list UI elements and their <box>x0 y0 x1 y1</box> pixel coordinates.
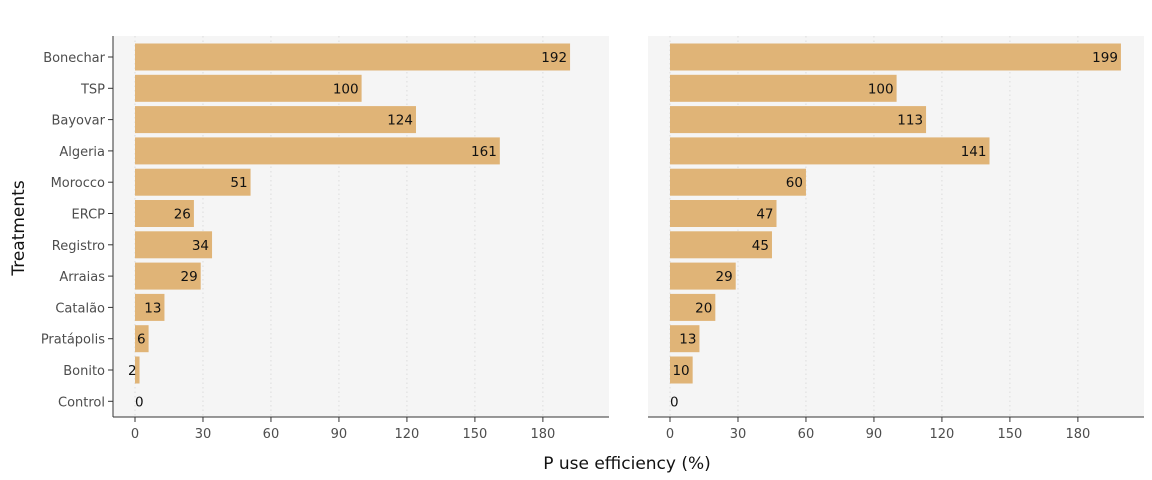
data-label: 161 <box>471 144 497 160</box>
data-label: 60 <box>786 175 803 191</box>
data-label: 0 <box>135 394 144 410</box>
x-tick-label: 30 <box>195 427 212 442</box>
x-tick-label: 120 <box>930 427 955 442</box>
x-axis-title: P use efficiency (%) <box>543 454 711 474</box>
y-tick-label: Algeria <box>59 145 105 160</box>
data-label: 26 <box>174 207 191 223</box>
bar <box>670 74 897 102</box>
bar <box>670 293 716 321</box>
data-label: 51 <box>230 175 247 191</box>
y-axis-title: Treatments <box>9 180 29 277</box>
x-tick-label: 0 <box>131 427 139 442</box>
bar <box>135 356 140 384</box>
bar <box>135 74 362 102</box>
bar <box>135 231 213 259</box>
data-label: 113 <box>897 113 923 129</box>
x-tick-label: 0 <box>666 427 674 442</box>
x-tick-label: 90 <box>866 427 883 442</box>
y-tick-label: Bonito <box>63 364 105 379</box>
y-tick-label: Control <box>58 395 105 410</box>
bar <box>670 168 806 196</box>
bar <box>670 231 772 259</box>
bar <box>135 168 251 196</box>
data-label: 29 <box>181 269 198 285</box>
bar <box>135 200 194 227</box>
bar <box>135 262 201 290</box>
bar <box>670 43 1121 71</box>
bar <box>670 137 990 165</box>
x-tick-label: 180 <box>530 427 555 442</box>
data-label: 100 <box>333 81 359 97</box>
data-label: 2 <box>128 363 137 379</box>
data-label: 45 <box>752 238 769 254</box>
bar <box>135 106 416 134</box>
bar <box>670 200 777 227</box>
x-tick-label: 150 <box>462 427 487 442</box>
bar <box>670 325 700 353</box>
x-tick-label: 180 <box>1065 427 1090 442</box>
bar <box>670 356 693 384</box>
data-label: 192 <box>541 50 567 66</box>
y-tick-label: TSP <box>80 82 105 97</box>
data-label: 47 <box>756 207 773 223</box>
data-label: 199 <box>1092 50 1118 66</box>
data-label: 6 <box>137 332 146 348</box>
data-label: 29 <box>716 269 733 285</box>
data-label: 13 <box>679 332 696 348</box>
x-tick-label: 90 <box>331 427 348 442</box>
x-tick-label: 60 <box>798 427 815 442</box>
x-tick-label: 150 <box>997 427 1022 442</box>
bar <box>670 106 927 134</box>
y-tick-label: Registro <box>52 239 105 254</box>
data-label: 100 <box>868 81 894 97</box>
x-tick-label: 120 <box>395 427 420 442</box>
y-tick-label: Catalão <box>55 301 105 316</box>
data-label: 20 <box>695 300 712 316</box>
data-label: 13 <box>144 300 161 316</box>
bar <box>135 137 500 165</box>
y-axis: Bonechar TSP Bayovar Algeria Morocco ERCP Regi… <box>41 36 114 417</box>
bar <box>135 325 149 353</box>
y-tick-label: Pratápolis <box>41 333 105 348</box>
data-label: 0 <box>670 394 679 410</box>
bar <box>670 262 736 290</box>
x-tick-label: 60 <box>263 427 280 442</box>
data-label: 141 <box>961 144 987 160</box>
bar <box>135 293 165 321</box>
x-tick-label: 30 <box>730 427 747 442</box>
data-label: 124 <box>387 113 413 129</box>
y-tick-label: Arraias <box>59 270 105 285</box>
y-tick-label: Bonechar <box>43 51 105 66</box>
y-tick-label: ERCP <box>71 208 105 223</box>
y-tick-label: Bayovar <box>51 114 105 129</box>
bar <box>135 43 571 71</box>
y-tick-label: Morocco <box>51 176 105 191</box>
data-label: 34 <box>192 238 209 254</box>
data-label: 10 <box>672 363 689 379</box>
